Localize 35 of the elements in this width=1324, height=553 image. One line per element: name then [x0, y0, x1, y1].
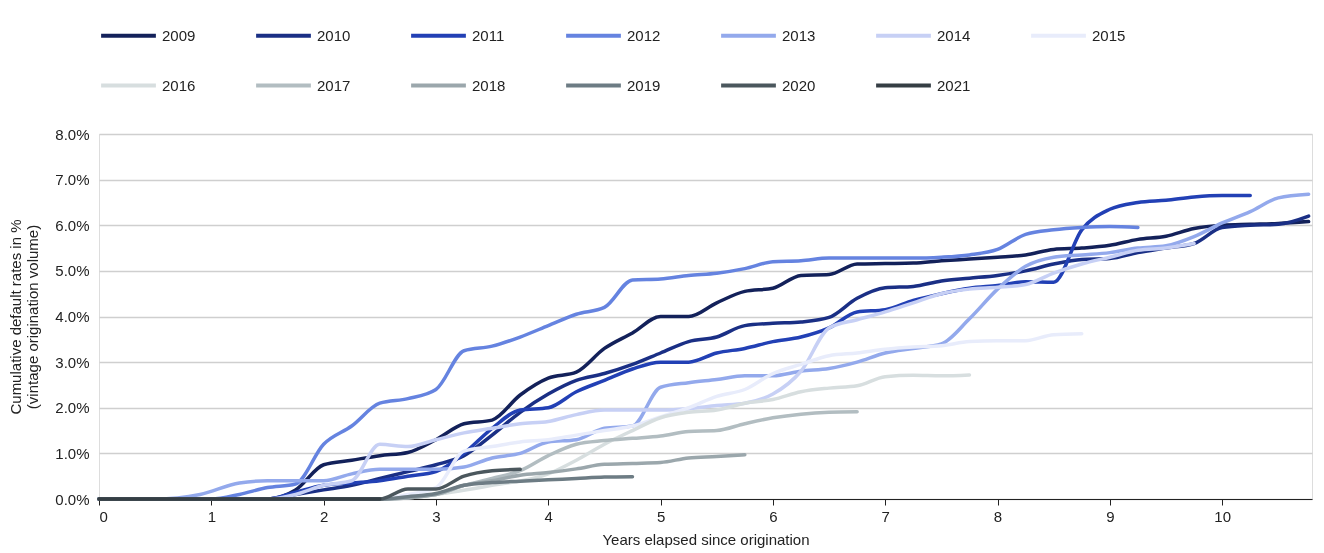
x-tick-label: 6 — [769, 507, 778, 525]
legend-label: 2014 — [937, 26, 971, 44]
x-tick-label: 1 — [207, 507, 216, 525]
x-tick-label: 2 — [319, 507, 329, 525]
x-tick-label: 8 — [993, 507, 1003, 525]
x-axis-title: Years elapsed since origination — [602, 530, 810, 548]
legend-label: 2016 — [162, 76, 196, 94]
legend-label: 2011 — [472, 26, 505, 44]
x-tick-label: 5 — [656, 507, 666, 525]
y-tick-label: 5.0% — [55, 262, 90, 280]
y-tick-label: 7.0% — [55, 171, 90, 189]
y-tick-label: 0.0% — [55, 490, 90, 508]
legend-label: 2017 — [317, 76, 351, 94]
y-tick-label: 8.0% — [55, 125, 90, 143]
y-tick-label: 6.0% — [55, 216, 90, 234]
legend-label: 2013 — [782, 26, 816, 44]
y-tick-label: 2.0% — [55, 399, 90, 417]
legend-label: 2019 — [627, 76, 661, 94]
x-tick-label: 4 — [544, 507, 553, 525]
legend-label: 2021 — [937, 76, 971, 94]
legend-label: 2012 — [627, 26, 661, 44]
legend-label: 2018 — [472, 76, 506, 94]
x-tick-label: 9 — [1106, 507, 1115, 525]
x-tick-label: 7 — [881, 507, 890, 525]
x-tick-label: 10 — [1214, 507, 1231, 525]
legend-label: 2009 — [162, 26, 196, 44]
y-tick-label: 1.0% — [55, 444, 90, 462]
legend-label: 2020 — [782, 76, 816, 94]
y-tick-label: 3.0% — [55, 353, 90, 371]
x-tick-label: 0 — [99, 507, 108, 525]
y-tick-label: 4.0% — [55, 308, 90, 325]
legend-label: 2015 — [1092, 26, 1126, 44]
x-tick-label: 3 — [432, 507, 441, 525]
y-axis-title: Cumulative default rates in % (vintage origination volume) — [7, 219, 42, 415]
legend-label: 2010 — [317, 26, 351, 44]
